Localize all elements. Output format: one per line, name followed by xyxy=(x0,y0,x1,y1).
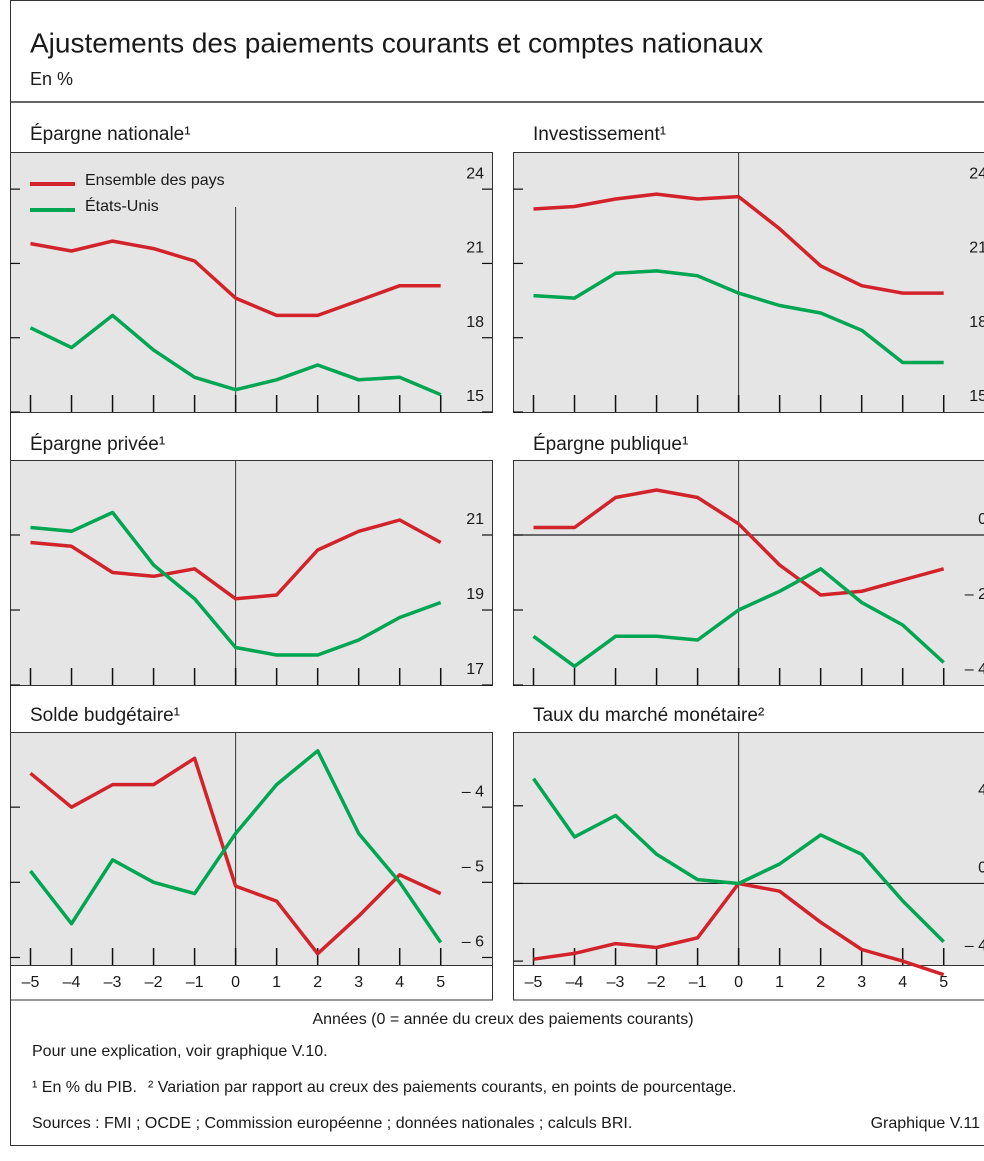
x-tick-label: 1 xyxy=(775,974,784,991)
x-tick-label: 5 xyxy=(436,974,445,991)
panel-title: Solde budgétaire¹ xyxy=(30,705,180,726)
x-tick-label: –2 xyxy=(648,974,666,991)
footnote: ¹ En % du PIB. xyxy=(32,1079,137,1096)
x-tick-label: –3 xyxy=(104,974,122,991)
y-tick-label: 0 xyxy=(978,511,984,528)
x-tick-label: 4 xyxy=(395,974,404,991)
x-tick-label: 3 xyxy=(857,974,866,991)
series-line xyxy=(30,518,442,601)
panel-title: Épargne privée¹ xyxy=(30,434,165,455)
y-tick-label: – 2 xyxy=(965,586,984,603)
x-tick-label: –5 xyxy=(525,974,543,991)
plot-area xyxy=(513,152,984,413)
panel-title: Épargne publique¹ xyxy=(533,434,688,455)
panel-title: Taux du marché monétaire² xyxy=(533,705,764,726)
series-line xyxy=(532,567,945,669)
y-tick-label: 24 xyxy=(466,165,484,182)
plot-area xyxy=(10,460,493,686)
plot-area xyxy=(513,732,984,966)
y-tick-label: – 4 xyxy=(965,937,984,954)
x-tick-label: 0 xyxy=(231,974,240,991)
series-line xyxy=(29,313,442,397)
axis-band xyxy=(10,964,493,1001)
series-line xyxy=(29,749,443,944)
panel-title: Investissement¹ xyxy=(533,124,666,145)
y-tick-label: 19 xyxy=(466,586,484,603)
y-tick-label: 18 xyxy=(466,314,484,331)
y-tick-label: 21 xyxy=(466,240,484,257)
series-line xyxy=(29,756,442,956)
y-tick-label: 17 xyxy=(466,661,484,678)
series-line xyxy=(533,488,945,597)
series-line xyxy=(533,192,944,295)
legend-label: États-Unis xyxy=(85,196,159,215)
x-tick-label: 2 xyxy=(816,974,825,991)
y-tick-label: 21 xyxy=(969,240,984,257)
x-tick-label: 3 xyxy=(354,974,363,991)
plot-area xyxy=(10,732,493,966)
page-title: Ajustements des paiements courants et co… xyxy=(30,27,763,58)
y-tick-label: 15 xyxy=(969,388,984,405)
series-line xyxy=(532,777,945,943)
plot-area xyxy=(10,152,493,413)
x-tick-label: 0 xyxy=(734,974,743,991)
y-tick-label: 24 xyxy=(969,165,984,182)
legend-label: Ensemble des pays xyxy=(85,172,225,189)
x-tick-label: 1 xyxy=(272,974,281,991)
x-tick-label: –4 xyxy=(566,974,584,991)
footnote: ² Variation par rapport au creux des pai… xyxy=(148,1079,737,1096)
plot-area xyxy=(513,460,984,686)
y-tick-label: – 5 xyxy=(462,859,484,876)
series-line xyxy=(533,269,944,365)
note: Pour une explication, voir graphique V.1… xyxy=(32,1043,328,1060)
series-line xyxy=(30,510,442,657)
axis-band xyxy=(513,964,984,1001)
sources: Sources : FMI ; OCDE ; Commission europé… xyxy=(32,1115,632,1132)
y-tick-label: 15 xyxy=(466,388,484,405)
y-tick-label: 4 xyxy=(978,782,984,799)
x-tick-label: 5 xyxy=(939,974,948,991)
y-tick-label: – 4 xyxy=(965,661,984,678)
x-tick-label: –2 xyxy=(145,974,163,991)
x-tick-label: –4 xyxy=(63,974,81,991)
y-tick-label: – 4 xyxy=(462,783,484,800)
x-tick-label: 4 xyxy=(898,974,907,991)
chart-id: Graphique V.11 xyxy=(871,1115,981,1132)
y-tick-label: 18 xyxy=(969,314,984,331)
y-tick-label: 21 xyxy=(466,511,484,528)
x-tick-label: 2 xyxy=(313,974,322,991)
y-tick-label: 0 xyxy=(978,860,984,877)
y-tick-label: – 6 xyxy=(462,934,484,951)
x-tick-label: –5 xyxy=(22,974,40,991)
x-tick-label: –3 xyxy=(607,974,625,991)
x-axis-label: Années (0 = année du creux des paiements… xyxy=(312,1011,693,1028)
x-tick-label: –1 xyxy=(689,974,707,991)
panel-title: Épargne nationale¹ xyxy=(30,124,191,145)
series-line xyxy=(30,239,441,318)
x-tick-label: –1 xyxy=(186,974,204,991)
page-subtitle: En % xyxy=(30,69,73,89)
